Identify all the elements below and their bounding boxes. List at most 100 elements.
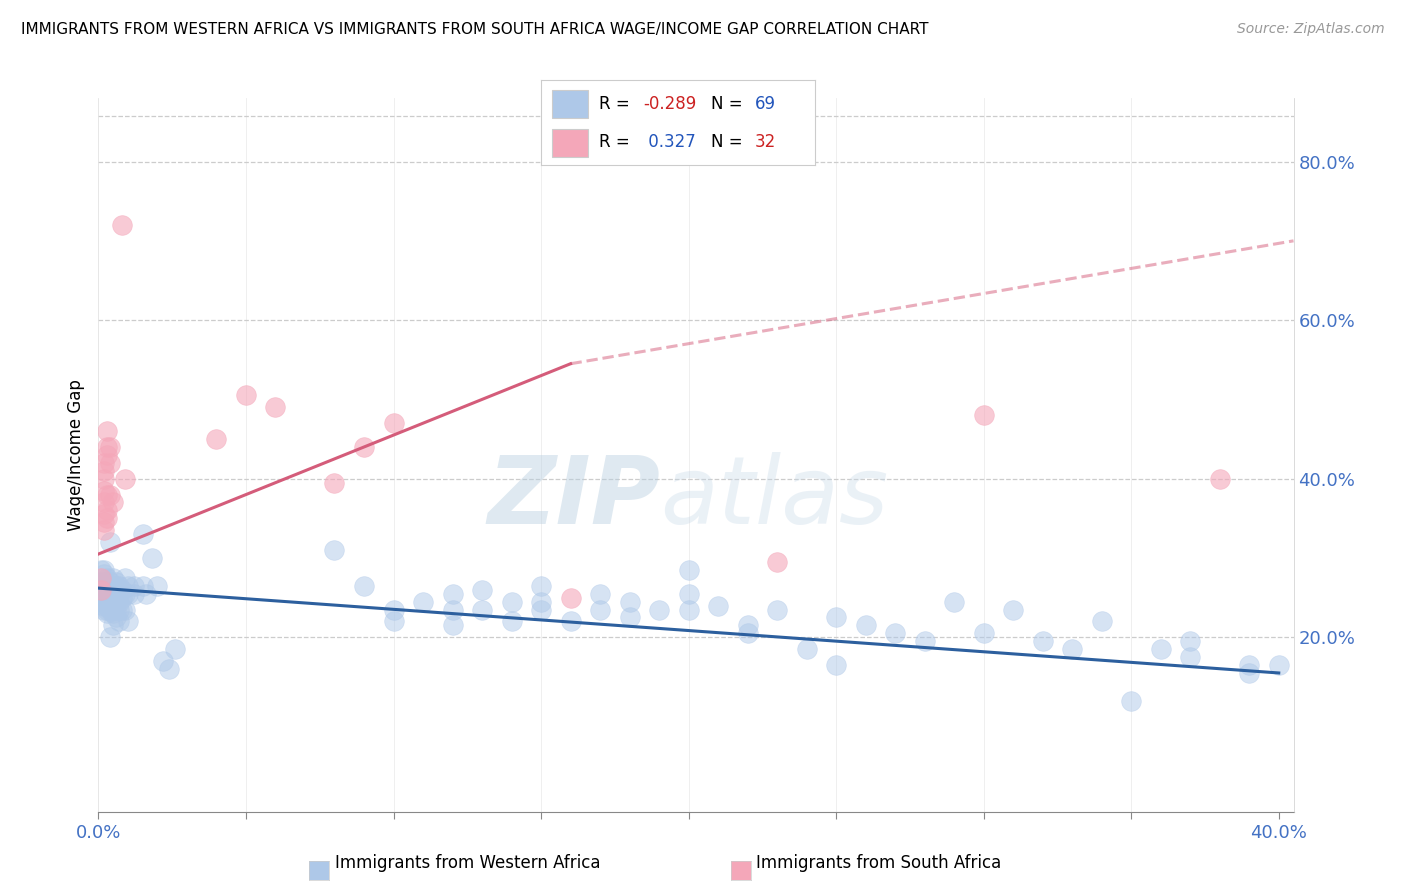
Point	[114, 571, 136, 585]
Point	[441, 618, 464, 632]
Point	[111, 591, 134, 605]
Point	[441, 602, 464, 616]
Point	[1268, 658, 1291, 673]
Point	[98, 587, 121, 601]
Point	[117, 615, 139, 629]
Point	[1091, 615, 1114, 629]
Point	[135, 587, 157, 601]
Point	[412, 594, 434, 608]
Point	[825, 610, 848, 624]
Point	[796, 642, 818, 657]
Point	[101, 591, 124, 605]
Point	[1209, 472, 1232, 486]
Point	[1239, 665, 1261, 680]
Point	[1150, 642, 1173, 657]
Point	[943, 594, 966, 608]
Point	[105, 602, 128, 616]
Point	[105, 610, 128, 624]
Point	[382, 416, 405, 430]
Point	[93, 602, 115, 616]
Text: N =: N =	[711, 133, 748, 151]
Y-axis label: Wage/Income Gap: Wage/Income Gap	[66, 379, 84, 531]
Point	[1062, 642, 1084, 657]
Point	[98, 456, 121, 470]
Point	[96, 587, 118, 601]
Point	[589, 587, 612, 601]
Point	[1239, 658, 1261, 673]
Point	[98, 574, 121, 589]
Point	[98, 602, 121, 616]
Text: IMMIGRANTS FROM WESTERN AFRICA VS IMMIGRANTS FROM SOUTH AFRICA WAGE/INCOME GAP C: IMMIGRANTS FROM WESTERN AFRICA VS IMMIGR…	[21, 22, 928, 37]
Point	[766, 602, 789, 616]
Point	[122, 579, 145, 593]
Point	[1121, 694, 1143, 708]
Point	[93, 574, 115, 589]
Point	[117, 587, 139, 601]
Point	[101, 495, 124, 509]
Text: 32: 32	[755, 133, 776, 151]
Point	[353, 440, 375, 454]
Point	[93, 456, 115, 470]
Point	[353, 579, 375, 593]
Point	[884, 626, 907, 640]
Point	[90, 574, 112, 589]
Point	[96, 487, 118, 501]
Point	[93, 508, 115, 522]
Point	[1180, 634, 1202, 648]
Point	[98, 591, 121, 605]
Point	[98, 487, 121, 501]
Point	[382, 615, 405, 629]
Point	[501, 594, 523, 608]
Point	[96, 448, 118, 462]
Point	[93, 599, 115, 613]
Point	[96, 599, 118, 613]
Point	[737, 618, 759, 632]
Point	[93, 523, 115, 537]
Point	[619, 594, 641, 608]
Text: Immigrants from Western Africa: Immigrants from Western Africa	[335, 855, 600, 872]
Point	[98, 594, 121, 608]
Point	[111, 602, 134, 616]
Bar	[553, 128, 588, 157]
Point	[96, 602, 118, 616]
Point	[96, 594, 118, 608]
Point	[90, 571, 112, 585]
Point	[101, 618, 124, 632]
Point	[101, 571, 124, 585]
Point	[96, 579, 118, 593]
Point	[111, 218, 134, 232]
Point	[235, 388, 257, 402]
Point	[108, 587, 131, 601]
Point	[471, 602, 494, 616]
Point	[117, 579, 139, 593]
Point	[90, 579, 112, 593]
Point	[678, 602, 700, 616]
Point	[93, 495, 115, 509]
Point	[855, 618, 877, 632]
Point	[678, 563, 700, 577]
Text: Source: ZipAtlas.com: Source: ZipAtlas.com	[1237, 22, 1385, 37]
Point	[108, 615, 131, 629]
Point	[105, 594, 128, 608]
Text: R =: R =	[599, 95, 636, 112]
Point	[93, 464, 115, 478]
Point	[96, 503, 118, 517]
Point	[105, 587, 128, 601]
Point	[619, 610, 641, 624]
Text: Immigrants from South Africa: Immigrants from South Africa	[756, 855, 1001, 872]
Point	[96, 582, 118, 597]
Bar	[553, 89, 588, 118]
Point	[165, 642, 187, 657]
Point	[1180, 650, 1202, 665]
Point	[323, 543, 346, 558]
Point	[530, 594, 553, 608]
Point	[90, 563, 112, 577]
Point	[560, 591, 582, 605]
Point	[382, 602, 405, 616]
Point	[108, 602, 131, 616]
Point	[122, 587, 145, 601]
Point	[96, 424, 118, 438]
Point	[98, 582, 121, 597]
Point	[114, 602, 136, 616]
Point	[131, 527, 153, 541]
